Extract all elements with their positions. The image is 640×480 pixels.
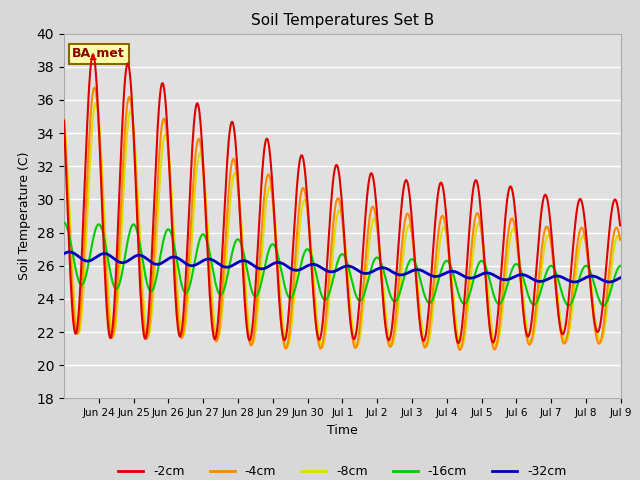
X-axis label: Time: Time [327, 424, 358, 437]
Legend: -2cm, -4cm, -8cm, -16cm, -32cm: -2cm, -4cm, -8cm, -16cm, -32cm [113, 460, 572, 480]
Y-axis label: Soil Temperature (C): Soil Temperature (C) [18, 152, 31, 280]
Text: BA_met: BA_met [72, 48, 125, 60]
Title: Soil Temperatures Set B: Soil Temperatures Set B [251, 13, 434, 28]
